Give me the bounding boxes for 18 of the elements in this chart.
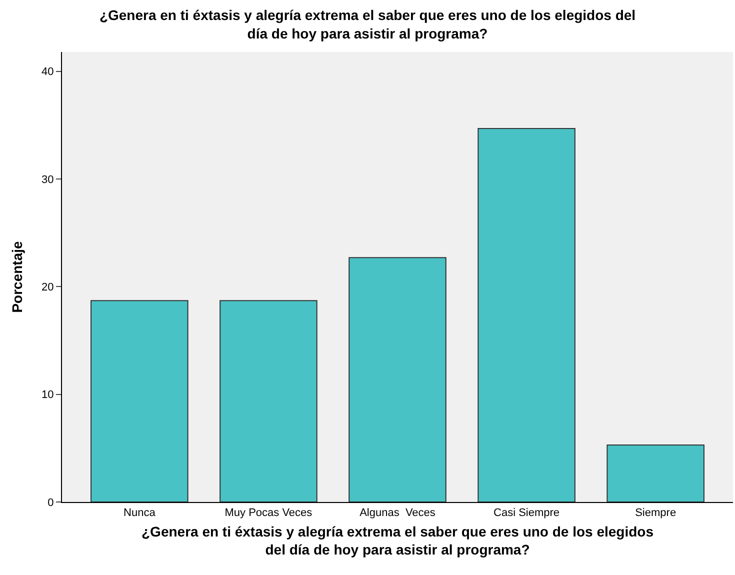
x-tick-label: Siempre <box>635 507 676 520</box>
y-tick-label: 40 <box>42 66 54 78</box>
x-tick-label: Casi Siempre <box>494 507 560 520</box>
y-axis-title: Porcentaje <box>9 240 26 313</box>
y-tick-label: 20 <box>42 282 54 294</box>
y-tick-label: 30 <box>42 174 54 186</box>
x-tick-label: Nunca <box>124 507 156 520</box>
x-tick-label: Algunas Veces <box>360 507 436 520</box>
y-tick-label: 0 <box>48 496 54 509</box>
bar <box>90 300 188 502</box>
x-tick-label: Muy Pocas Veces <box>224 507 313 520</box>
y-tick-label: 10 <box>42 389 54 402</box>
bar <box>348 257 446 502</box>
x-axis-title: ¿Genera en ti éxtasis y alegría extrema el saber que eres uno de los elegidos del día de hoy para asistir al programa? <box>142 524 654 558</box>
bar <box>220 300 318 502</box>
bar <box>606 444 704 502</box>
chart-title: ¿Genera en ti éxtasis y alegría extrema el saber que eres uno de los elegidos del día de hoy para asistir al programa? <box>99 7 636 42</box>
bar <box>478 128 576 502</box>
